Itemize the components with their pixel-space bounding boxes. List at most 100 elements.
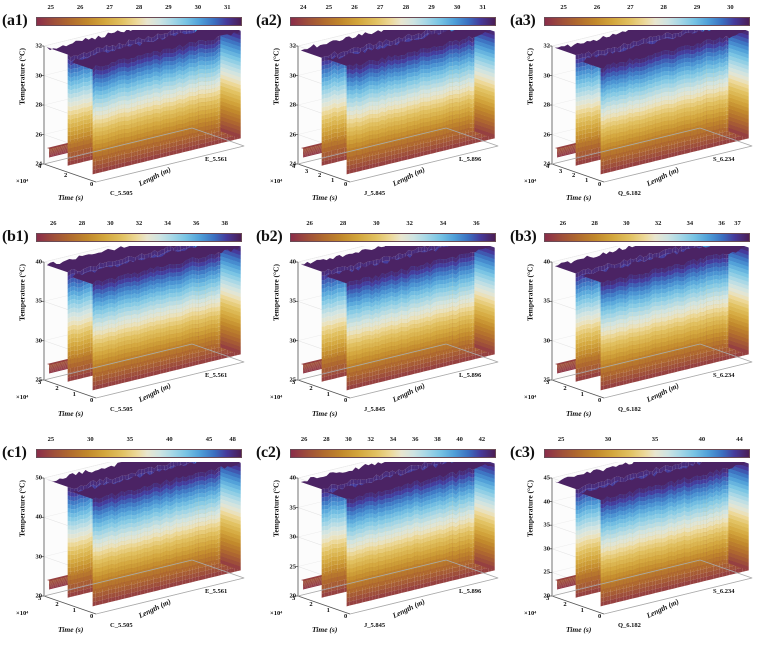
z-tick-labels: 25 30 35 40 [530,259,552,384]
colorbar-gradient [544,233,750,242]
colorbar-tick-label: 40 [166,436,173,443]
colorbar-tick-label: 28 [591,220,598,227]
colorbar-tick-label: 37 [734,220,741,227]
colorbar-gradient [290,449,496,458]
z-tick-label: 30 [290,337,297,344]
panel-tag: (a2) [256,12,282,30]
colorbar-tick-label: 30 [623,220,630,227]
colorbar-tick-label: 28 [136,4,143,11]
colorbar-tick-label: 27 [106,4,113,11]
surface-scene [41,246,246,399]
z-tick-label: 25 [290,377,297,384]
time-axis-title: Time (s) [566,193,591,202]
z-tick-labels: 25 30 35 40 [22,259,44,384]
near-sensor-label: J_5.845 [364,406,385,413]
z-tick-label: 30 [544,337,551,344]
far-sensor-label: L_5.896 [459,588,481,595]
temperature-surface [554,462,749,607]
z-tick-label: 28 [36,102,43,109]
surface-panel: (a3) 25 26 27 28 29 30 Temperature (°C) 24 26 28 30… [508,0,762,218]
colorbar-tick-label: 34 [164,220,171,227]
z-tick-label: 40 [544,259,551,266]
colorbar: 25 26 27 28 29 30 [544,4,750,30]
panel-tag: (b3) [510,228,537,246]
colorbar-ticks: 26 28 30 32 34 36 38 [36,220,242,232]
time-axis-exponent: ×10⁴ [524,394,536,401]
colorbar: 25 26 27 28 29 30 31 [36,4,242,30]
colorbar-tick-label: 45 [206,436,213,443]
z-tick-label: 30 [36,72,43,79]
colorbar-tick-label: 28 [79,220,86,227]
z-tick-label: 28 [290,102,297,109]
axis-frame [295,45,499,183]
plot-area: Temperature (°C) 24 26 28 30 32 4 2 0 ×10⁴ Time (s… [0,30,254,218]
colorbar-tick-label: 25 [48,436,55,443]
z-tick-label: 30 [36,553,43,560]
colorbar-tick-label: 40 [456,436,463,443]
panel-tag: (a3) [510,12,536,30]
colorbar-tick-label: 40 [699,436,706,443]
colorbar-tick-label: 44 [736,436,743,443]
z-tick-labels: 24 26 28 30 32 [276,43,298,168]
far-sensor-label: L_5.896 [459,156,481,163]
z-tick-label: 20 [36,593,43,600]
z-tick-label: 25 [290,563,297,570]
far-sensor-label: S_6.234 [713,372,735,379]
colorbar-tick-label: 30 [345,436,352,443]
temperature-surface [46,462,241,607]
colorbar: 25 30 35 40 45 48 [36,436,242,462]
colorbar-tick-label: 30 [107,220,114,227]
colorbar-tick-label: 29 [428,4,435,11]
axis-frame [549,45,753,183]
z-tick-label: 20 [544,593,551,600]
colorbar-tick-label: 31 [479,4,486,11]
colorbar-tick-label: 38 [221,220,228,227]
temperature-surface [554,30,749,175]
time-axis-exponent: ×10⁴ [270,178,282,185]
panel-tag: (b2) [256,228,283,246]
time-axis-exponent: ×10⁴ [16,178,28,185]
colorbar-tick-label: 28 [403,4,410,11]
temperature-surface [46,246,241,391]
colorbar-tick-label: 32 [406,220,413,227]
time-axis-title: Time (s) [58,409,83,418]
colorbar: 26 28 30 32 34 36 [290,220,496,246]
temperature-surface [300,462,495,607]
far-sensor-label: S_6.234 [713,156,735,163]
temperature-surface [300,30,495,175]
z-tick-label: 24 [544,161,551,168]
panel-tag: (c1) [2,444,27,462]
axis-frame [295,477,499,615]
axis-frame [41,261,245,399]
panel-tag: (c2) [256,444,281,462]
colorbar-tick-label: 36 [193,220,200,227]
colorbar-tick-label: 29 [165,4,172,11]
near-sensor-label: Q_6.182 [618,190,641,197]
z-tick-labels: 24 26 28 30 32 [22,43,44,168]
colorbar-tick-label: 26 [560,220,567,227]
colorbar-tick-label: 25 [326,4,333,11]
colorbar-tick-label: 31 [224,4,231,11]
z-tick-label: 24 [36,161,43,168]
panel-tag: (c3) [510,444,535,462]
near-sensor-label: C_5.505 [110,406,133,413]
surface-panel: (b1) 26 28 30 32 34 36 38 Temperature (°C) 25 30 35… [0,216,254,434]
surface-scene [295,30,500,183]
z-tick-label: 40 [36,259,43,266]
z-tick-label: 35 [290,504,297,511]
colorbar-tick-label: 26 [306,220,313,227]
near-sensor-label: J_5.845 [364,190,385,197]
time-axis-exponent: ×10⁴ [16,394,28,401]
colorbar-tick-label: 26 [77,4,84,11]
colorbar-gradient [36,233,242,242]
far-sensor-label: E_5.561 [205,588,227,595]
colorbar-tick-label: 25 [558,436,565,443]
z-tick-label: 28 [544,102,551,109]
surface-panel: (b2) 26 28 30 32 34 36 Temperature (°C) 25 30 35 40… [254,216,508,434]
colorbar-tick-label: 24 [300,4,307,11]
near-sensor-label: Q_6.182 [618,406,641,413]
colorbar-ticks: 25 26 27 28 29 30 [544,4,750,16]
surface-panel: (c2) 26 28 30 32 34 36 38 40 42 Temperature (°C) 20… [254,432,508,650]
colorbar-tick-label: 26 [301,436,308,443]
z-tick-label: 30 [36,337,43,344]
